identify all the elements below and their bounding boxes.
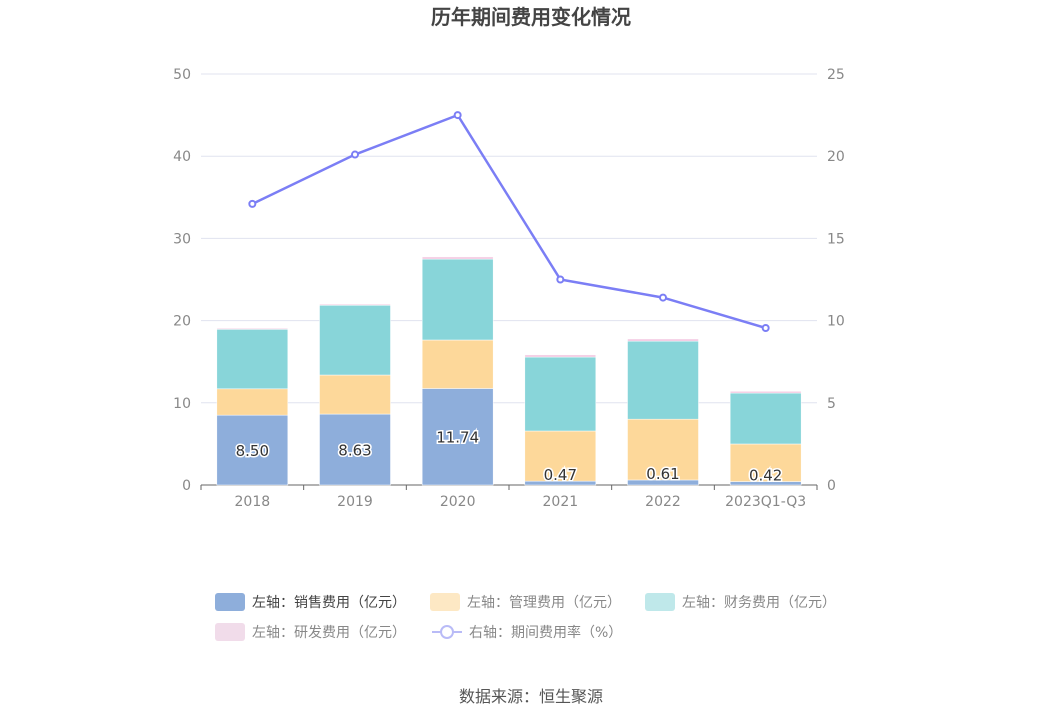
legend-swatch bbox=[215, 623, 245, 641]
left-axis-tick: 40 bbox=[173, 149, 191, 165]
bar-segment bbox=[729, 443, 802, 482]
bar-segment bbox=[627, 418, 699, 481]
rate-point bbox=[351, 150, 359, 159]
rate-point bbox=[761, 323, 770, 332]
bar-segment bbox=[319, 413, 391, 486]
right-axis-tick: 20 bbox=[827, 149, 845, 165]
x-axis-tick-label: 2019 bbox=[337, 494, 373, 510]
bar-data-label: 11.74 bbox=[436, 429, 479, 447]
bar-segment bbox=[421, 256, 494, 260]
bar-data-label: 0.47 bbox=[544, 466, 577, 484]
legend-swatch bbox=[430, 593, 460, 611]
bar-segment bbox=[421, 388, 494, 486]
bar-segment bbox=[524, 356, 597, 432]
bar-data-label: 8.63 bbox=[338, 442, 371, 460]
bar-segment bbox=[319, 374, 391, 415]
bar-segment bbox=[729, 392, 802, 445]
rate-point bbox=[453, 111, 462, 120]
rate-line bbox=[251, 113, 767, 330]
right-axis-tick: 15 bbox=[827, 231, 845, 247]
legend-label: 左轴：销售费用（亿元） bbox=[252, 595, 406, 611]
right-axis-tick: 25 bbox=[827, 67, 845, 83]
legend-label: 左轴：研发费用（亿元） bbox=[252, 625, 406, 641]
source-note: 数据来源：恒生聚源 bbox=[459, 687, 603, 706]
bar-segment bbox=[216, 328, 289, 390]
bar-segment bbox=[421, 339, 494, 389]
left-axis-tick: 50 bbox=[173, 67, 191, 83]
bar-data-label: 8.50 bbox=[236, 442, 269, 460]
bar-segment bbox=[524, 354, 597, 358]
x-axis-tick-label: 2020 bbox=[440, 494, 476, 510]
left-axis-tick: 30 bbox=[173, 231, 191, 247]
x-axis-tick-label: 2018 bbox=[235, 494, 271, 510]
bar-data-label: 0.42 bbox=[749, 467, 782, 485]
legend-label: 右轴：期间费用率（%） bbox=[469, 624, 622, 641]
chart-title: 历年期间费用变化情况 bbox=[431, 5, 631, 29]
legend-swatch bbox=[645, 593, 675, 611]
bar-segment bbox=[216, 388, 289, 416]
bar-segment bbox=[216, 414, 289, 486]
bar-segment bbox=[319, 304, 391, 306]
x-axis-tick-label: 2022 bbox=[645, 494, 681, 510]
bar-segment bbox=[729, 391, 802, 394]
left-axis-tick: 10 bbox=[173, 396, 191, 412]
legend-label: 左轴：管理费用（亿元） bbox=[467, 595, 621, 611]
left-axis-tick: 20 bbox=[173, 314, 191, 330]
right-axis-tick: 10 bbox=[827, 314, 845, 330]
x-axis-tick-label: 2021 bbox=[543, 494, 579, 510]
rate-point bbox=[248, 199, 257, 208]
legend-swatch bbox=[215, 593, 245, 611]
rate-point bbox=[659, 293, 667, 302]
legend-marker-icon bbox=[440, 625, 454, 639]
right-axis-tick: 0 bbox=[827, 478, 836, 494]
bar-segment bbox=[319, 304, 391, 376]
legend-label: 左轴：财务费用（亿元） bbox=[682, 595, 836, 611]
bar-segment bbox=[421, 258, 494, 341]
bar-segment bbox=[216, 328, 289, 330]
rate-point bbox=[556, 275, 565, 284]
x-axis-tick-label: 2023Q1-Q3 bbox=[725, 494, 806, 510]
bar-segment bbox=[627, 338, 699, 342]
right-axis-tick: 5 bbox=[827, 396, 836, 412]
bar-segment bbox=[524, 430, 597, 482]
bar-data-label: 0.61 bbox=[646, 465, 679, 483]
bar-segment bbox=[627, 340, 699, 420]
left-axis-tick: 0 bbox=[182, 478, 191, 494]
